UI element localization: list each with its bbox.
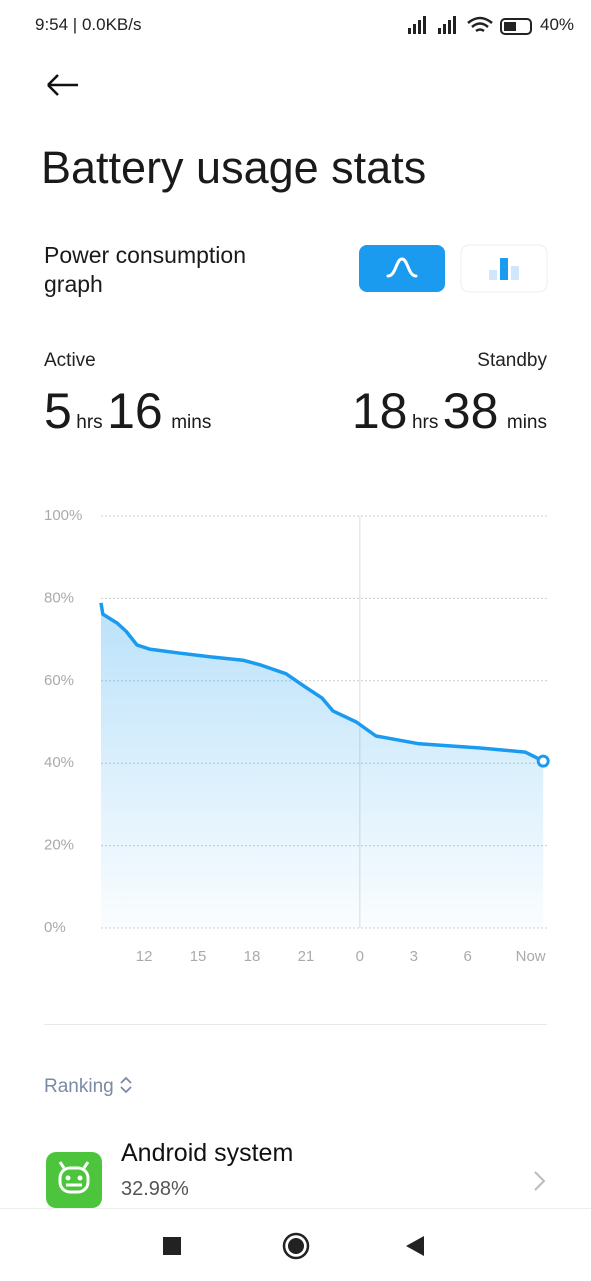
standby-minutes-unit: mins [506,412,547,433]
ranking-label: Ranking [44,1076,114,1097]
sort-icon [120,1076,132,1094]
active-minutes: 16 [107,383,163,439]
standby-duration: 18 hrs 38 mins [352,382,547,440]
status-time: 9:54 | 0.0KB/s [35,15,142,34]
x-tick-label: 15 [190,948,207,965]
back-nav-button[interactable] [406,1236,424,1256]
end-point [536,754,550,768]
home-button[interactable] [282,1232,310,1260]
x-tick-label: Now [516,948,546,965]
x-tick-label: 12 [136,948,153,965]
active-hours: 5 [44,383,72,439]
line-view-button[interactable] [359,245,445,292]
standby-hours: 18 [351,383,408,439]
x-tick-label: 6 [464,948,472,965]
page-title: Battery usage stats [41,142,427,193]
y-tick-label: 40% [44,754,74,771]
active-minutes-unit: mins [171,412,212,433]
y-tick-label: 20% [44,837,74,854]
nav-bar [0,1208,591,1281]
graph-toggle [359,244,548,293]
nav-buttons [163,1232,424,1260]
chevron [534,1171,546,1191]
x-tick-label: 3 [410,948,418,965]
back-button[interactable] [44,70,84,100]
divider [44,1024,547,1025]
y-tick-label: 80% [44,589,74,606]
ranking-item[interactable]: Android system 32.98% [0,1130,591,1210]
app-icon [46,1152,102,1208]
recents-button[interactable] [163,1237,181,1255]
graph-label: Power consumption graph [44,242,246,297]
y-tick-label: 100% [44,507,82,524]
line [99,602,544,763]
active-label: Active [44,350,96,371]
standby-hours-unit: hrs [411,412,439,433]
x-tick-label: 21 [298,948,315,965]
standby-minutes: 38 [442,383,499,439]
x-tick-label: 18 [244,948,261,965]
ranking-sort[interactable]: Ranking [44,1076,133,1098]
status-icons [408,16,532,35]
y-tick-label: 0% [44,919,66,936]
chart: 0% 20% 40% 60% 80% 100% 12 15 18 21 0 3 6 Now [44,507,550,965]
active-hours-unit: hrs [76,412,103,433]
app-name: Android system [121,1139,294,1167]
standby-label: Standby [477,350,547,371]
y-tick-label: 60% [44,672,74,689]
x-tick-label: 0 [356,948,364,965]
app-percent: 32.98% [121,1178,189,1200]
bar-view-button[interactable] [460,244,548,293]
battery-level: 40% [540,15,575,34]
area [101,602,544,928]
active-duration: 5 hrs 16 mins [44,382,211,440]
